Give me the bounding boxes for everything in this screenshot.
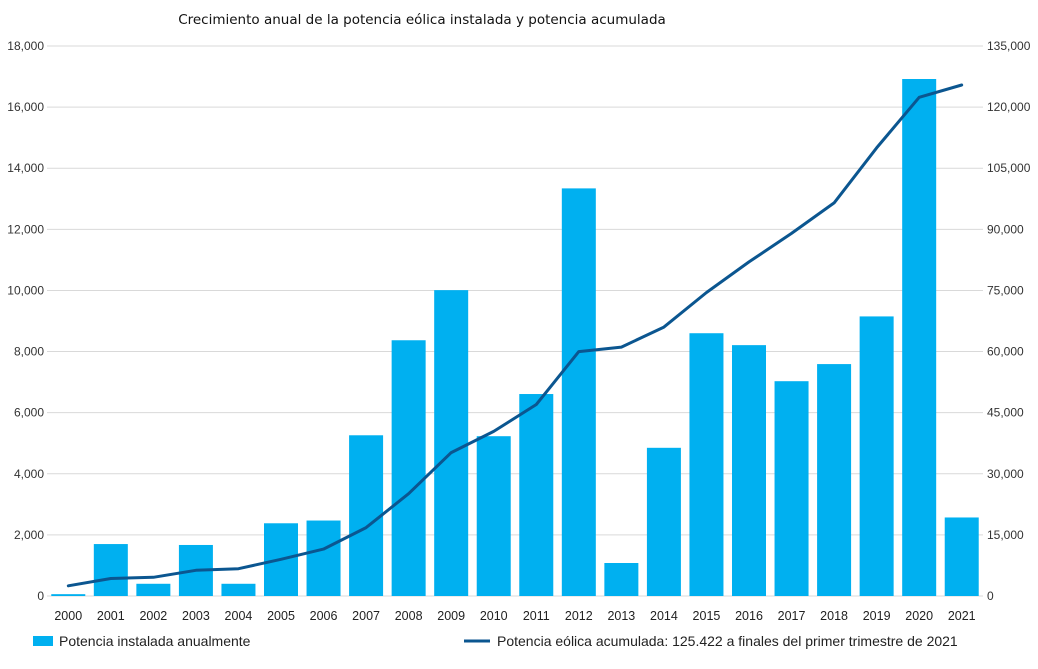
y-left-tick-label: 16,000 [7, 100, 44, 114]
x-tick-label: 2021 [948, 609, 976, 623]
bar [859, 316, 894, 596]
x-tick-label: 2013 [607, 609, 635, 623]
bar [944, 517, 979, 596]
bar [306, 520, 341, 596]
x-tick-label: 2018 [820, 609, 848, 623]
x-tick-label: 2010 [480, 609, 508, 623]
bar [774, 381, 809, 596]
y-right-tick-label: 60,000 [987, 345, 1024, 359]
bar [689, 333, 724, 596]
bar [136, 583, 171, 596]
line-series [66, 83, 964, 588]
y-right-tick-label: 135,000 [987, 39, 1031, 53]
y-right-tick-label: 30,000 [987, 467, 1024, 481]
legend-label-line: Potencia eólica acumulada: 125.422 a fin… [497, 633, 958, 649]
x-tick-label: 2007 [352, 609, 380, 623]
legend-label-bar: Potencia instalada anualmente [59, 633, 251, 649]
bar [646, 447, 681, 596]
x-tick-label: 2019 [863, 609, 891, 623]
bar [349, 435, 384, 596]
x-tick-label: 2016 [735, 609, 763, 623]
x-tick-label: 2012 [565, 609, 593, 623]
bar [604, 563, 639, 596]
bar [561, 188, 596, 596]
y-axis-left: 0 2,000 4,000 6,000 8,000 10,000 12,000 14,000 1… [7, 39, 44, 603]
gridlines [47, 45, 983, 597]
legend-swatch-bar [33, 636, 53, 646]
x-tick-label: 2003 [182, 609, 210, 623]
bar-series [51, 79, 979, 596]
x-tick-label: 2009 [437, 609, 465, 623]
bar [51, 594, 86, 596]
y-left-tick-label: 6,000 [14, 406, 44, 420]
y-axis-right: 0 15,000 30,000 45,000 60,000 75,000 90,000 105… [987, 39, 1031, 603]
x-tick-label: 2020 [905, 609, 933, 623]
bar [817, 364, 852, 596]
x-tick-label: 2005 [267, 609, 295, 623]
x-tick-label: 2011 [523, 609, 550, 623]
x-tick-label: 2000 [54, 609, 82, 623]
x-tick-label: 2006 [310, 609, 338, 623]
chart-title: Crecimiento anual de la potencia eólica … [178, 12, 666, 28]
y-right-tick-label: 75,000 [987, 283, 1024, 297]
y-right-tick-label: 0 [987, 589, 994, 603]
bar [93, 544, 128, 596]
y-right-tick-label: 45,000 [987, 406, 1024, 420]
bar [476, 436, 511, 596]
y-right-tick-label: 15,000 [987, 528, 1024, 542]
legend: Potencia instalada anualmente Potencia e… [33, 633, 958, 649]
bar [221, 583, 256, 596]
y-right-tick-label: 90,000 [987, 222, 1024, 236]
x-tick-label: 2014 [650, 609, 678, 623]
y-left-tick-label: 18,000 [7, 39, 44, 53]
bar [902, 79, 937, 596]
bar [519, 394, 554, 596]
x-axis: 2000 2001 2002 2003 2004 2005 2006 2007 2008 2009… [54, 609, 975, 623]
y-left-tick-label: 2,000 [14, 528, 44, 542]
x-tick-label: 2001 [97, 609, 125, 623]
bar [732, 345, 766, 596]
series-line [66, 83, 964, 588]
x-tick-label: 2017 [778, 609, 806, 623]
y-left-tick-label: 4,000 [14, 467, 44, 481]
y-left-tick-label: 10,000 [7, 283, 44, 297]
x-tick-label: 2004 [225, 609, 253, 623]
bar [391, 340, 426, 596]
x-tick-label: 2008 [395, 609, 423, 623]
bar [434, 290, 469, 596]
y-left-tick-label: 8,000 [14, 345, 44, 359]
x-tick-label: 2002 [139, 609, 167, 623]
y-left-tick-label: 12,000 [7, 222, 44, 236]
y-left-tick-label: 0 [37, 589, 44, 603]
y-right-tick-label: 105,000 [987, 161, 1031, 175]
x-tick-label: 2015 [693, 609, 721, 623]
y-right-tick-label: 120,000 [987, 100, 1031, 114]
y-left-tick-label: 14,000 [7, 161, 44, 175]
